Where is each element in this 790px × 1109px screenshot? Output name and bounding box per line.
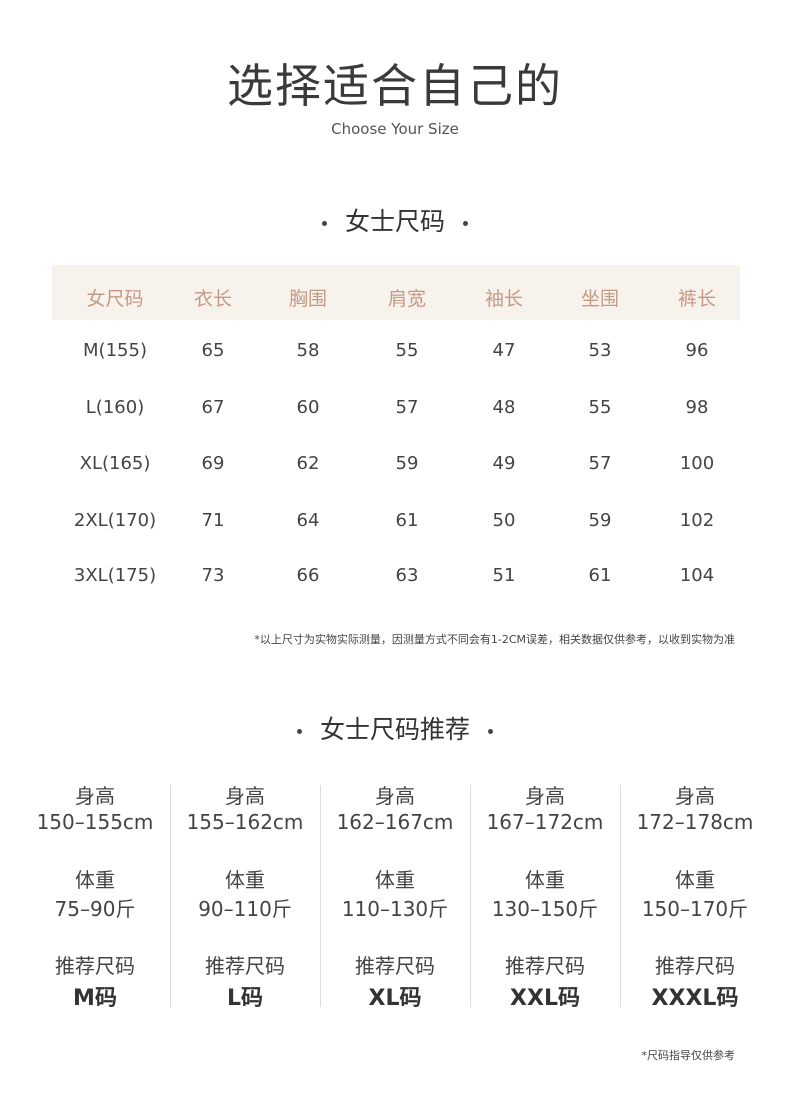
bullet-dot [321,220,327,226]
table-cell: 47 [492,340,516,361]
table-cell: 59 [588,510,612,531]
size-value: XL码 [368,986,422,1011]
table-cell: 98 [685,397,709,418]
height-label: 身高 [525,784,565,808]
table-cell: 73 [201,565,225,586]
table-cell: 71 [201,510,225,531]
size-label: 推荐尺码 [355,954,435,978]
table-cell: 64 [296,510,320,531]
recommend-heading: 女士尺码推荐 [0,710,790,746]
size-label-cell: 3XL(175) [73,565,157,586]
size-value: M码 [73,986,117,1011]
weight-label: 体重 [525,868,565,892]
size-value: XXXL码 [651,986,739,1011]
height-value: 167–172cm [486,810,604,834]
table-cell: 48 [492,397,516,418]
size-value: XXL码 [510,986,580,1011]
table-cell: 49 [492,453,516,474]
column-divider [170,785,171,1007]
table-header-bg [52,265,740,320]
table-cell: 60 [296,397,320,418]
size-table-title: 女士尺码 [344,207,445,236]
size-label-cell: M(155) [83,340,147,361]
size-label-cell: L(160) [85,397,145,418]
page-subtitle: Choose Your Size [331,120,459,138]
table-cell: 57 [588,453,612,474]
height-label: 身高 [225,784,265,808]
table-cell: 66 [296,565,320,586]
table-cell: 63 [395,565,419,586]
weight-label: 体重 [675,868,715,892]
size-table-heading: 女士尺码 [0,202,790,238]
table-cell: 55 [395,340,419,361]
height-label: 身高 [75,784,115,808]
weight-value: 150–170斤 [641,897,749,921]
weight-label: 体重 [225,868,265,892]
height-label: 身高 [375,784,415,808]
table-cell: 61 [395,510,419,531]
bullet-dot [296,728,302,734]
height-value: 155–162cm [186,810,304,834]
size-label-cell: 2XL(170) [73,510,157,531]
column-header: 坐围 [580,288,619,310]
size-label: 推荐尺码 [205,954,285,978]
table-cell: 96 [685,340,709,361]
column-header: 衣长 [193,288,232,310]
column-header: 胸围 [288,288,327,310]
weight-label: 体重 [375,868,415,892]
size-table-note: *以上尺寸为实物实际测量，因测量方式不同会有1-2CM误差，相关数据仅供参考，以… [254,633,735,646]
weight-value: 75–90斤 [54,897,136,921]
recommend-title: 女士尺码推荐 [319,715,470,744]
size-label-cell: XL(165) [79,453,151,474]
height-value: 162–167cm [336,810,454,834]
bullet-dot [488,728,493,734]
table-cell: 58 [296,340,320,361]
column-header: 裤长 [677,288,716,310]
weight-label: 体重 [75,868,115,892]
table-cell: 57 [395,397,419,418]
table-cell: 102 [679,510,715,531]
bullet-dot [463,220,468,226]
table-cell: 65 [201,340,225,361]
page-title: 选择适合自己的 [227,59,563,113]
height-label: 身高 [675,784,715,808]
table-cell: 67 [201,397,225,418]
size-label: 推荐尺码 [55,954,135,978]
column-divider [620,785,621,1007]
column-divider [470,785,471,1007]
table-cell: 50 [492,510,516,531]
column-header: 袖长 [484,288,523,310]
table-cell: 55 [588,397,612,418]
table-cell: 100 [679,453,715,474]
recommend-note: *尺码指导仅供参考 [641,1049,736,1062]
column-header: 肩宽 [387,288,426,310]
column-header: 女尺码 [86,288,144,310]
size-label: 推荐尺码 [655,954,735,978]
column-divider [320,785,321,1007]
table-cell: 51 [492,565,516,586]
size-value: L码 [226,986,264,1011]
weight-value: 110–130斤 [341,897,449,921]
table-cell: 61 [588,565,612,586]
weight-value: 90–110斤 [198,897,292,921]
table-cell: 53 [588,340,612,361]
table-cell: 62 [296,453,320,474]
height-value: 150–155cm [36,810,154,834]
table-cell: 69 [201,453,225,474]
size-label: 推荐尺码 [505,954,585,978]
table-cell: 104 [679,565,715,586]
weight-value: 130–150斤 [491,897,599,921]
table-cell: 59 [395,453,419,474]
height-value: 172–178cm [636,810,754,834]
